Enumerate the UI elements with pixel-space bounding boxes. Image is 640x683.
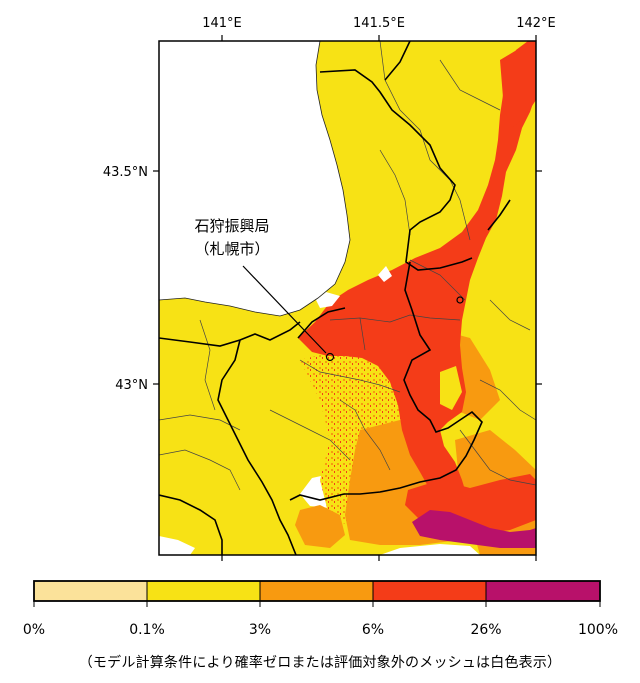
legend-label-2: 3% [249,622,271,638]
legend-label-5: 100% [578,622,618,638]
legend-swatch-2 [259,580,374,602]
legend-label-1: 0.1% [129,622,165,638]
lon-tick-141-5: 141.5°E [353,16,405,31]
municipal-boundaries [159,41,536,491]
map-frame [158,40,537,556]
lat-tick-43-5: 43.5°N [103,165,148,180]
town-marker [456,296,464,304]
map-area [159,41,536,555]
legend-label-4: 26% [470,622,501,638]
legend: 0% 0.1% 3% 6% 26% 100% [23,580,618,638]
land-very-high-region [412,510,536,548]
legend-swatch-0 [33,580,148,602]
legend-swatch-3 [372,580,487,602]
lat-tick-43: 43°N [115,378,148,393]
lon-tick-141: 141°E [202,16,242,31]
legend-label-0: 0% [23,622,45,638]
land-high-region [298,41,536,520]
lon-tick-142: 142°E [516,16,556,31]
legend-swatch-1 [146,580,261,602]
place-sub-label: （札幌市） [194,240,269,258]
subprefecture-boundaries [159,41,511,555]
legend-label-3: 6% [362,622,384,638]
footnote: （モデル計算条件により確率ゼロまたは評価対象外のメッシュは白色表示） [78,655,562,671]
leader-line [242,265,327,354]
legend-swatch-4 [485,580,601,602]
sapporo-marker [325,352,335,362]
place-name-label: 石狩振興局 [194,217,269,235]
graticule-ticks [153,35,542,561]
